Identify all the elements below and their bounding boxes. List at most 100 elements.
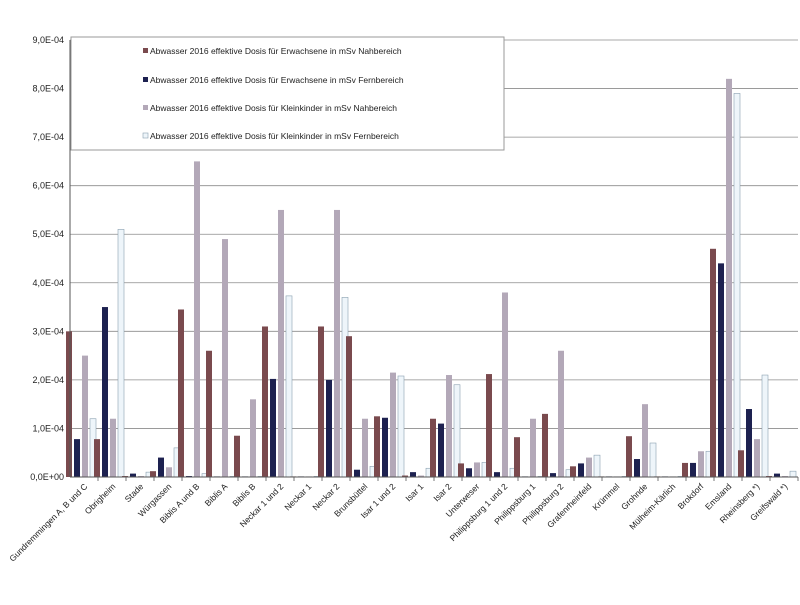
x-tick-label: Stade: [123, 481, 146, 504]
bar: [234, 435, 240, 477]
y-tick-label: 8,0E-04: [32, 84, 64, 94]
bar: [710, 248, 716, 477]
bar: [494, 472, 500, 477]
bar: [262, 326, 268, 477]
bar: [761, 374, 769, 478]
bar: [402, 475, 408, 477]
x-tick-label: Isar 1: [403, 481, 425, 503]
bar: [649, 442, 657, 478]
bar: [690, 462, 696, 477]
legend-swatch-4: [142, 132, 149, 139]
y-tick-label: 3,0E-04: [32, 326, 64, 336]
bar: [158, 457, 164, 477]
bar: [514, 437, 520, 477]
bar: [682, 462, 688, 477]
legend-label-2: Abwasser 2016 effektive Dosis für Erwach…: [150, 75, 404, 85]
bar: [326, 379, 332, 477]
bar: [206, 350, 212, 477]
bar: [82, 355, 88, 477]
bar: [738, 450, 744, 477]
legend-swatch-2: [143, 77, 148, 82]
bar: [502, 292, 508, 477]
bar: [746, 409, 752, 477]
bar: [558, 350, 564, 477]
legend: Abwasser 2016 effektive Dosis für Erwach…: [70, 36, 505, 151]
bar: [550, 473, 556, 477]
x-tick-label: Brokdorf: [676, 481, 706, 511]
bar: [542, 413, 548, 477]
bar: [94, 439, 100, 477]
x-tick-label: Obrigheim: [83, 481, 118, 516]
bar: [438, 423, 444, 477]
bar: [334, 209, 340, 477]
bar: [117, 229, 125, 478]
bar: [418, 475, 424, 477]
bar: [634, 459, 640, 477]
bar: [166, 467, 172, 477]
bar: [642, 404, 648, 477]
bar: [66, 331, 72, 477]
bar: [486, 374, 492, 477]
bar: [570, 466, 576, 477]
bar: [593, 454, 601, 478]
bar: [718, 263, 724, 477]
y-tick-label: 1,0E-04: [32, 423, 64, 433]
bar: [733, 93, 741, 478]
bar: [774, 473, 780, 477]
y-tick-label: 5,0E-04: [32, 229, 64, 239]
bar: [74, 439, 80, 477]
x-tick-label: Gundremmingen A, B und C: [7, 481, 89, 563]
y-tick-label: 0,0E+00: [30, 472, 64, 482]
bar: [222, 239, 228, 477]
legend-label-3: Abwasser 2016 effektive Dosis für Kleink…: [150, 103, 397, 113]
bar: [102, 307, 108, 477]
bar: [178, 309, 184, 477]
bar: [250, 399, 256, 477]
bar: [374, 416, 380, 477]
bar: [194, 161, 200, 477]
bar: [430, 418, 436, 477]
bar: [626, 436, 632, 477]
bar: [150, 471, 156, 477]
legend-box: [70, 36, 505, 151]
bar: [698, 451, 704, 477]
x-tick-label: Biblis B: [230, 481, 257, 508]
y-tick-label: 9,0E-04: [32, 35, 64, 45]
bar: [382, 417, 388, 477]
bar: [397, 375, 405, 478]
bar: [726, 78, 732, 477]
legend-swatch-3: [143, 105, 148, 110]
legend-label-4: Abwasser 2016 effektive Dosis für Kleink…: [150, 131, 399, 141]
bar: [789, 470, 797, 478]
bar: [270, 378, 276, 477]
bar: [474, 462, 480, 477]
bars-layer: [66, 78, 797, 478]
y-tick-label: 7,0E-04: [32, 132, 64, 142]
bar: [466, 468, 472, 477]
bar: [754, 439, 760, 477]
y-tick-label: 4,0E-04: [32, 278, 64, 288]
legend-swatch-1: [143, 48, 148, 53]
legend-label-1: Abwasser 2016 effektive Dosis für Erwach…: [150, 46, 402, 56]
bar: [346, 336, 352, 477]
bar: [410, 472, 416, 477]
bar: [354, 469, 360, 477]
y-tick-label: 6,0E-04: [32, 181, 64, 191]
bar: [446, 375, 452, 477]
x-tick-label: Krümmel: [590, 481, 621, 512]
bar: [390, 372, 396, 477]
bar: [362, 418, 368, 477]
bar: [130, 473, 136, 477]
bar: [285, 295, 293, 478]
bar: [278, 209, 284, 477]
x-tick-label: Biblis A: [203, 481, 230, 508]
bar: [530, 418, 536, 477]
bar: [110, 418, 116, 477]
x-tick-label: Neckar 1: [282, 481, 313, 512]
x-tick-label: Isar 2: [431, 481, 453, 503]
y-tick-label: 2,0E-04: [32, 375, 64, 385]
bar: [458, 463, 464, 477]
bar: [453, 384, 461, 478]
